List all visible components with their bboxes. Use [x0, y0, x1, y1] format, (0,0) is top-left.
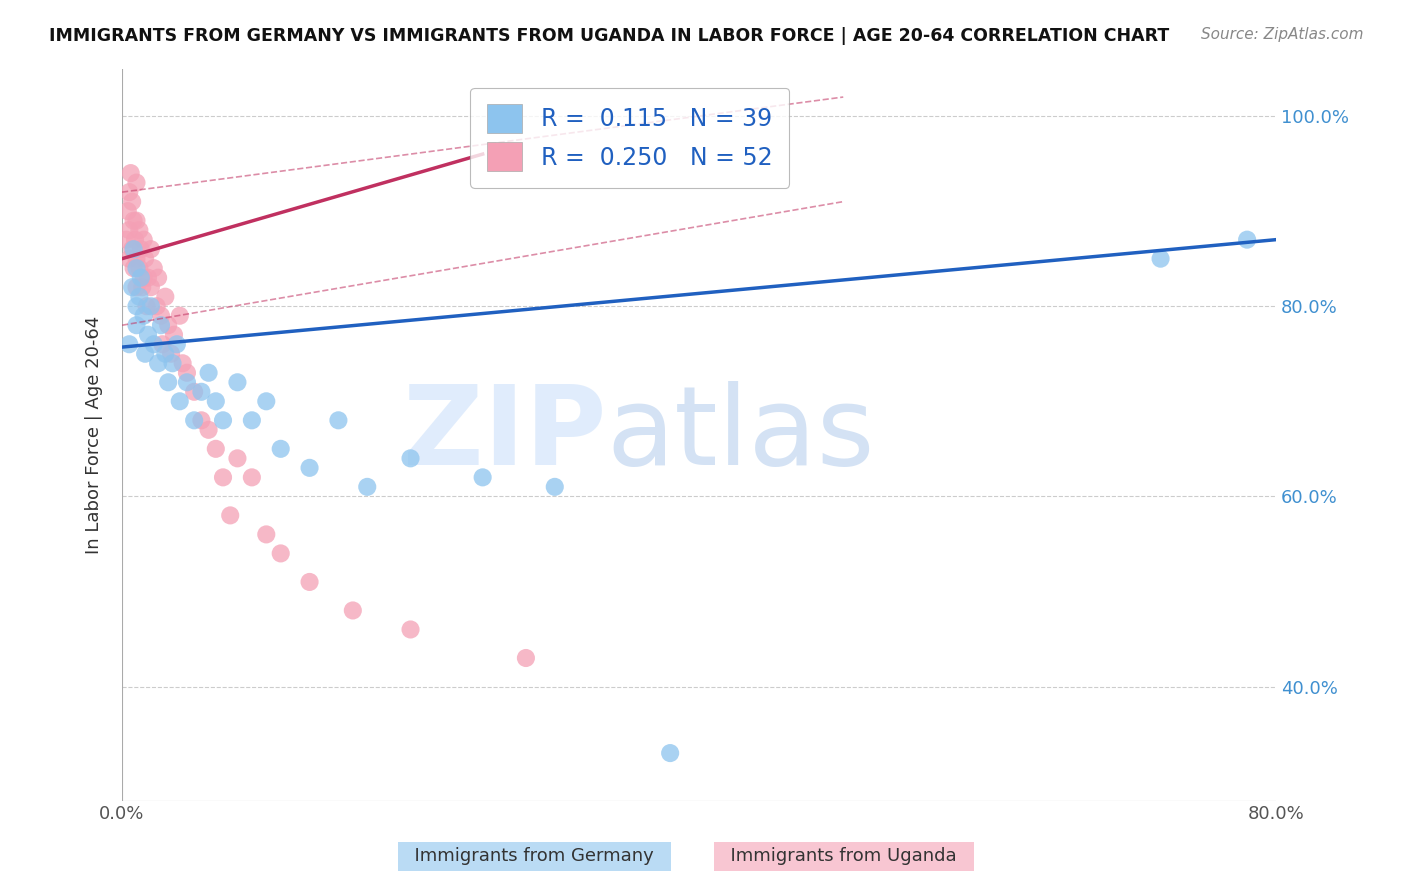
- Point: [183, 384, 205, 399]
- Point: [121, 280, 143, 294]
- Point: [204, 442, 226, 456]
- Point: [120, 166, 142, 180]
- Point: [128, 223, 150, 237]
- Point: [122, 213, 145, 227]
- Point: [118, 252, 141, 266]
- Point: [146, 270, 169, 285]
- Point: [125, 318, 148, 333]
- Text: Source: ZipAtlas.com: Source: ZipAtlas.com: [1201, 27, 1364, 42]
- Point: [270, 546, 292, 560]
- Point: [659, 746, 682, 760]
- Point: [128, 261, 150, 276]
- Point: [139, 242, 162, 256]
- Point: [254, 394, 277, 409]
- Point: [240, 413, 263, 427]
- Point: [125, 176, 148, 190]
- Text: IMMIGRANTS FROM GERMANY VS IMMIGRANTS FROM UGANDA IN LABOR FORCE | AGE 20-64 COR: IMMIGRANTS FROM GERMANY VS IMMIGRANTS FR…: [49, 27, 1170, 45]
- Point: [328, 413, 350, 427]
- Point: [122, 242, 145, 256]
- Point: [169, 309, 191, 323]
- Point: [270, 442, 292, 456]
- Point: [139, 280, 162, 294]
- Point: [197, 423, 219, 437]
- Point: [134, 347, 156, 361]
- Point: [125, 213, 148, 227]
- Point: [544, 480, 567, 494]
- Point: [226, 376, 249, 390]
- Point: [219, 508, 242, 523]
- Point: [125, 280, 148, 294]
- Point: [146, 356, 169, 370]
- Point: [226, 451, 249, 466]
- Point: [142, 261, 165, 276]
- Point: [132, 309, 155, 323]
- Point: [254, 527, 277, 541]
- Y-axis label: In Labor Force | Age 20-64: In Labor Force | Age 20-64: [86, 316, 103, 554]
- Point: [176, 366, 198, 380]
- Point: [121, 242, 143, 256]
- Point: [150, 309, 173, 323]
- Point: [204, 394, 226, 409]
- Point: [125, 252, 148, 266]
- Point: [212, 470, 235, 484]
- Point: [166, 337, 188, 351]
- Point: [160, 347, 183, 361]
- Point: [298, 574, 321, 589]
- Point: [139, 299, 162, 313]
- Point: [162, 356, 184, 370]
- Point: [342, 603, 364, 617]
- Point: [152, 337, 174, 351]
- Point: [163, 327, 186, 342]
- Point: [169, 394, 191, 409]
- Point: [118, 223, 141, 237]
- Point: [136, 270, 159, 285]
- Point: [1236, 233, 1258, 247]
- Point: [131, 280, 153, 294]
- Point: [134, 252, 156, 266]
- Point: [298, 460, 321, 475]
- Point: [125, 261, 148, 276]
- Point: [118, 185, 141, 199]
- Point: [136, 327, 159, 342]
- Point: [515, 651, 537, 665]
- Point: [471, 470, 494, 484]
- Point: [129, 270, 152, 285]
- Point: [197, 366, 219, 380]
- Point: [155, 347, 177, 361]
- Point: [190, 384, 212, 399]
- Point: [118, 337, 141, 351]
- Text: Immigrants from Uganda: Immigrants from Uganda: [718, 847, 969, 865]
- Point: [117, 204, 139, 219]
- Point: [115, 233, 138, 247]
- Point: [190, 413, 212, 427]
- Point: [135, 299, 157, 313]
- Point: [132, 233, 155, 247]
- Point: [176, 376, 198, 390]
- Point: [142, 337, 165, 351]
- Point: [122, 261, 145, 276]
- Point: [157, 318, 180, 333]
- Point: [145, 299, 167, 313]
- Point: [155, 290, 177, 304]
- Point: [129, 242, 152, 256]
- Point: [240, 470, 263, 484]
- Legend: R =  0.115   N = 39, R =  0.250   N = 52: R = 0.115 N = 39, R = 0.250 N = 52: [470, 87, 789, 187]
- Text: ZIP: ZIP: [404, 381, 607, 488]
- Point: [172, 356, 194, 370]
- Point: [356, 480, 378, 494]
- Point: [183, 413, 205, 427]
- Point: [121, 194, 143, 209]
- Point: [128, 290, 150, 304]
- Point: [124, 233, 146, 247]
- Point: [399, 623, 422, 637]
- Point: [1149, 252, 1171, 266]
- Point: [150, 318, 173, 333]
- Point: [399, 451, 422, 466]
- Point: [157, 376, 180, 390]
- Text: Immigrants from Germany: Immigrants from Germany: [404, 847, 665, 865]
- Text: atlas: atlas: [607, 381, 875, 488]
- Point: [212, 413, 235, 427]
- Point: [132, 270, 155, 285]
- Point: [125, 299, 148, 313]
